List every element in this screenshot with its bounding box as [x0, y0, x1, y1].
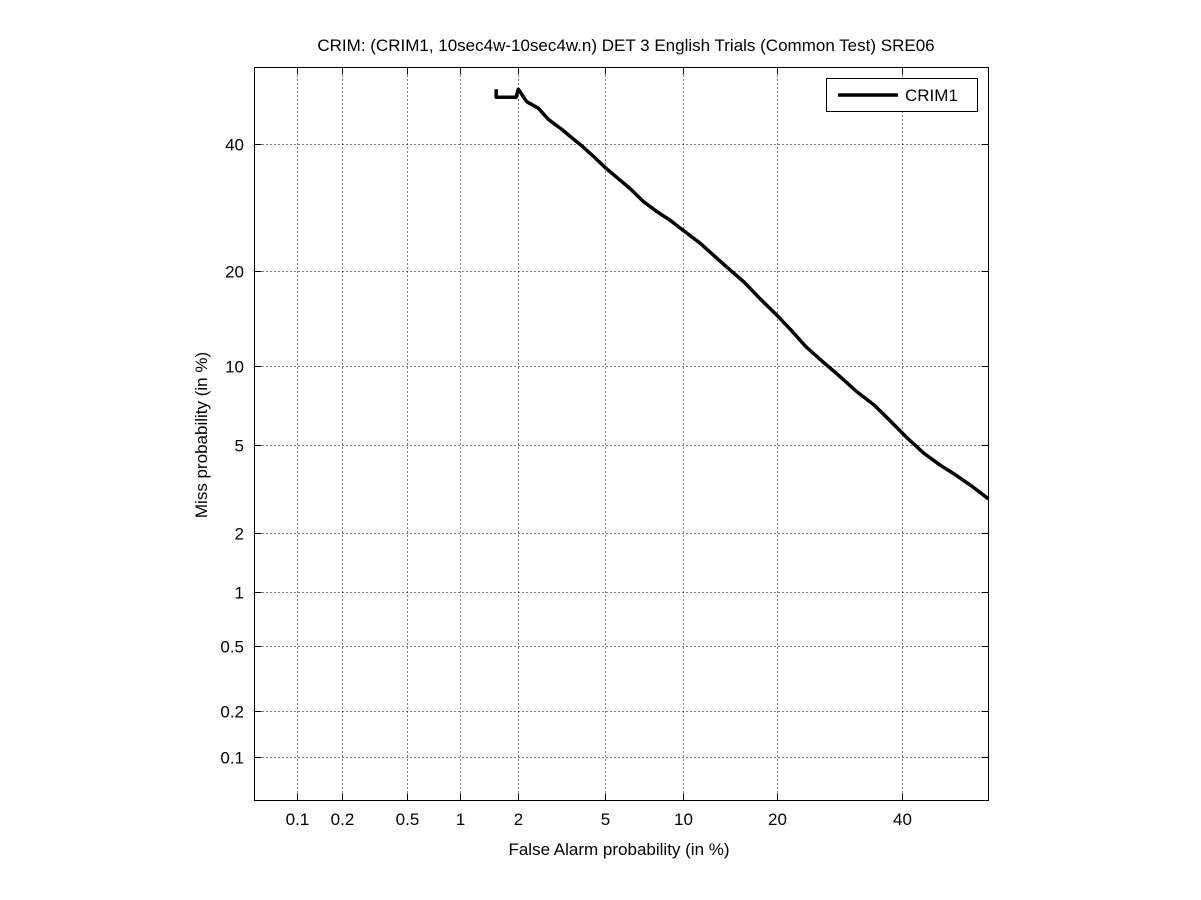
y-tick-label: 10	[225, 358, 244, 377]
grid-lines	[254, 67, 989, 801]
y-axis-ticks: 0.1 0.2 0.5 1 2 5 10 20 40	[220, 136, 989, 768]
legend: CRIM1	[826, 78, 978, 112]
plot-area-frame	[254, 67, 989, 801]
y-tick-label: 40	[225, 136, 244, 155]
x-tick-label: 20	[768, 810, 787, 829]
y-tick-label: 20	[225, 263, 244, 282]
x-tick-label: 1	[456, 810, 465, 829]
x-axis-label: False Alarm probability (in %)	[508, 840, 729, 859]
x-axis-ticks: 0.1 0.2 0.5 1 2 5 10 20 40	[286, 67, 912, 829]
series-line-crim1	[494, 87, 989, 501]
x-tick-label: 0.2	[331, 810, 355, 829]
x-tick-label: 40	[893, 810, 912, 829]
chart-title: CRIM: (CRIM1, 10sec4w-10sec4w.n) DET 3 E…	[317, 36, 934, 55]
x-tick-label: 0.1	[286, 810, 310, 829]
x-tick-label: 0.5	[396, 810, 420, 829]
y-tick-label: 2	[235, 525, 244, 544]
y-tick-label: 0.5	[220, 638, 244, 657]
y-tick-label: 0.2	[220, 703, 244, 722]
x-tick-label: 10	[674, 810, 693, 829]
y-tick-label: 5	[235, 437, 244, 456]
legend-entry-crim1: CRIM1	[905, 86, 958, 105]
series-layer	[494, 87, 989, 501]
y-axis-label: Miss probability (in %)	[192, 352, 211, 518]
y-tick-label: 1	[235, 584, 244, 603]
y-tick-label: 0.1	[220, 749, 244, 768]
x-tick-label: 5	[601, 810, 610, 829]
x-tick-label: 2	[514, 810, 523, 829]
